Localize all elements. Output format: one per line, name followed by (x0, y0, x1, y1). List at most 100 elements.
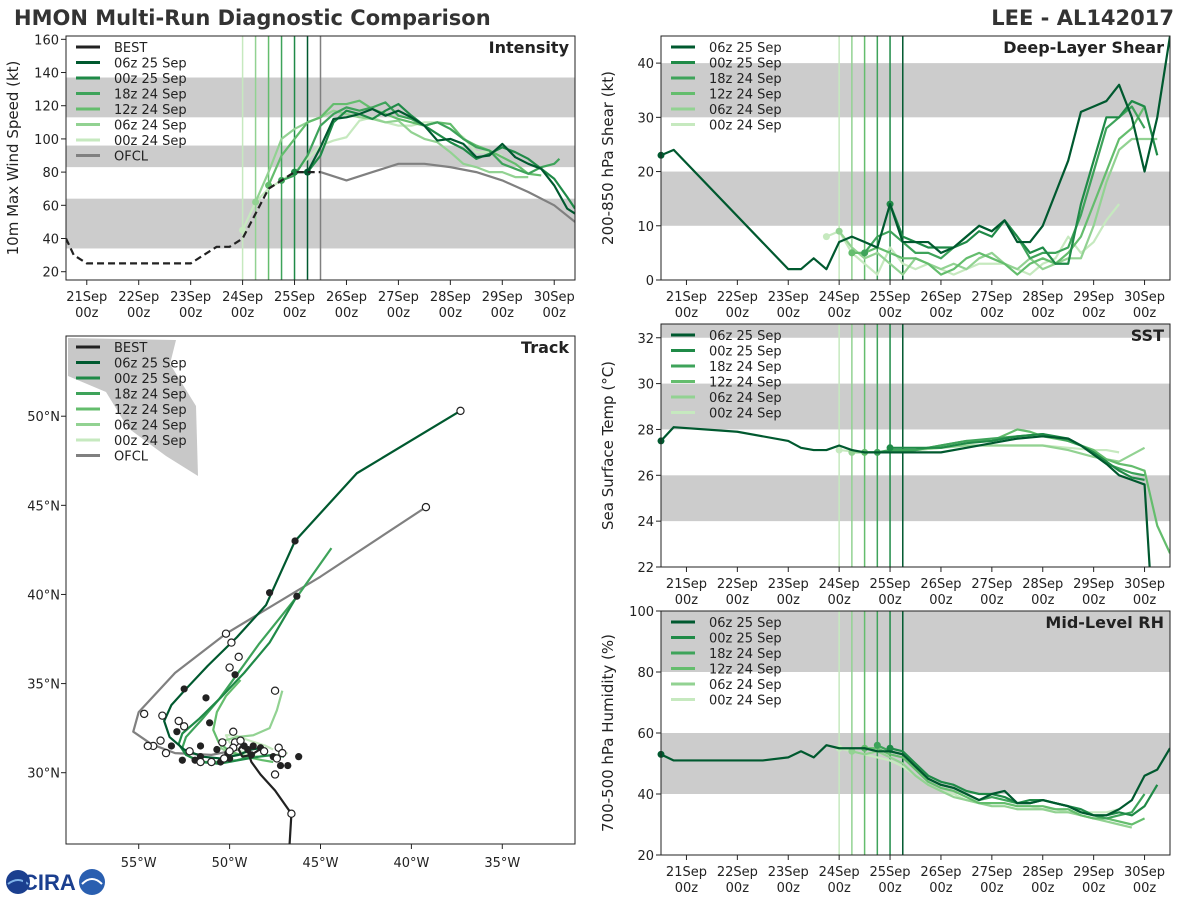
intensity-ytick-label: 20 (42, 266, 59, 281)
shear-legend-label: 06z 24 Sep (709, 103, 782, 118)
shear-xtick-hour: 00z (878, 306, 902, 321)
rh-title: Mid-Level RH (1045, 613, 1164, 632)
rh-xtick-hour: 00z (827, 881, 851, 896)
rh-xtick-day: 26Sep (920, 865, 961, 880)
sst-xtick-hour: 00z (777, 593, 801, 608)
track-marker-closed (293, 592, 301, 600)
intensity-ytick-label: 140 (34, 67, 59, 82)
sst-xtick-hour: 00z (929, 593, 953, 608)
sst-legend-label: 00z 24 Sep (709, 407, 782, 422)
shear-ytick-label: 10 (637, 220, 654, 235)
best-marker-open (270, 770, 280, 779)
track-marker-closed (231, 671, 239, 679)
track-marker-open (139, 709, 149, 719)
sst-xtick-day: 23Sep (768, 577, 809, 592)
sst-ytick-label: 28 (637, 423, 654, 438)
intensity-ytick-label: 80 (42, 166, 59, 181)
intensity-init-marker (239, 226, 247, 234)
cira-logo-icon: CIRA (6, 869, 105, 895)
track-marker-closed (284, 761, 292, 770)
track-marker-open (179, 722, 189, 731)
track-marker-closed (213, 745, 221, 754)
track-marker-open (456, 406, 465, 416)
track-marker-closed (295, 753, 303, 761)
sst-legend-label: 06z 24 Sep (709, 391, 782, 406)
track-marker-closed (178, 756, 186, 764)
track-marker-open (227, 638, 236, 647)
shear-series-run3 (851, 105, 1146, 276)
track-marker-closed (276, 761, 285, 770)
track-legend-label: OFCL (114, 450, 149, 465)
track-marker-open (229, 727, 238, 736)
intensity-legend-label: 06z 24 Sep (114, 119, 187, 134)
intensity-panel: 10m Max Wind Speed (kt) (4, 35, 576, 285)
shear-title: Deep-Layer Shear (1003, 38, 1164, 57)
shear-legend-label: 18z 24 Sep (709, 72, 782, 87)
shear-ytick-label: 30 (637, 111, 654, 126)
rh-legend-label: 00z 25 Sep (709, 632, 782, 647)
sst-xtick-hour: 00z (827, 593, 851, 608)
track-series-run1 (177, 595, 298, 765)
track-marker-open (207, 757, 216, 767)
rh-ytick-label: 20 (637, 849, 654, 864)
intensity-init-marker (252, 198, 260, 206)
track-legend-label: 06z 24 Sep (114, 419, 187, 434)
intensity-series-ofcl (320, 162, 575, 223)
shear-series-run4 (838, 137, 1158, 276)
rh-xtick-day: 22Sep (717, 865, 758, 880)
track-marker-open (225, 747, 234, 756)
intensity-xtick-day: 24Sep (222, 290, 263, 305)
shear-xtick-day: 21Sep (666, 290, 707, 305)
shear-xtick-day: 30Sep (1124, 290, 1165, 305)
rh-init-marker (886, 744, 894, 752)
rh-init-marker (873, 741, 881, 749)
rh-ytick-label: 80 (637, 666, 654, 681)
track-marker-open (421, 502, 431, 512)
track-marker-open (143, 741, 153, 751)
track-marker-open (185, 747, 194, 756)
shear-xtick-hour: 00z (1031, 306, 1055, 321)
track-xtick-label: 45°W (303, 856, 339, 871)
intensity-legend-label: 12z 24 Sep (114, 103, 187, 118)
rh-xtick-hour: 00z (777, 881, 801, 896)
track-marker-closed (206, 719, 214, 727)
track-marker-open (219, 754, 229, 763)
shear-xtick-hour: 00z (675, 306, 699, 321)
track-marker-open (234, 652, 243, 662)
rh-legend-label: 06z 25 Sep (709, 616, 782, 631)
intensity-ytick-label: 60 (42, 199, 59, 214)
sst-ylabel: Sea Surface Temp (°C) (599, 361, 617, 530)
track-marker-closed (249, 742, 257, 750)
track-marker-open (161, 748, 171, 758)
intensity-series-best (66, 171, 321, 265)
intensity-xtick-hour: 00z (179, 306, 203, 321)
track-xtick-label: 55°W (121, 856, 157, 871)
intensity-xtick-hour: 00z (491, 306, 515, 321)
sst-xtick-day: 27Sep (971, 577, 1012, 592)
track-marker-open (259, 747, 269, 756)
rh-legend-label: 12z 24 Sep (709, 663, 782, 678)
intensity-xtick-hour: 00z (543, 306, 567, 321)
sst-band (661, 383, 1170, 430)
sst-xtick-hour: 00z (878, 593, 902, 608)
intensity-xtick-hour: 00z (127, 306, 151, 321)
intensity-xtick-hour: 00z (439, 306, 463, 321)
track-marker-closed (247, 751, 256, 759)
sst-init-marker (886, 444, 894, 452)
intensity-xtick-day: 21Sep (66, 290, 107, 305)
rh-band (661, 611, 1170, 672)
sst-xtick-day: 22Sep (717, 577, 758, 592)
sst-ytick-label: 24 (637, 515, 654, 530)
sst-band (661, 324, 1170, 338)
sst-ytick-label: 30 (637, 378, 654, 393)
storm-id: LEE - AL142017 (991, 6, 1174, 30)
intensity-xtick-hour: 00z (231, 306, 255, 321)
track-legend-label: 12z 24 Sep (114, 403, 187, 418)
rh-xtick-hour: 00z (929, 881, 953, 896)
shear-xtick-day: 22Sep (717, 290, 758, 305)
sst-title: SST (1131, 326, 1164, 345)
shear-xtick-day: 23Sep (768, 290, 809, 305)
intensity-xtick-day: 25Sep (274, 290, 315, 305)
shear-xtick-hour: 00z (929, 306, 953, 321)
sst-xtick-day: 29Sep (1073, 577, 1114, 592)
